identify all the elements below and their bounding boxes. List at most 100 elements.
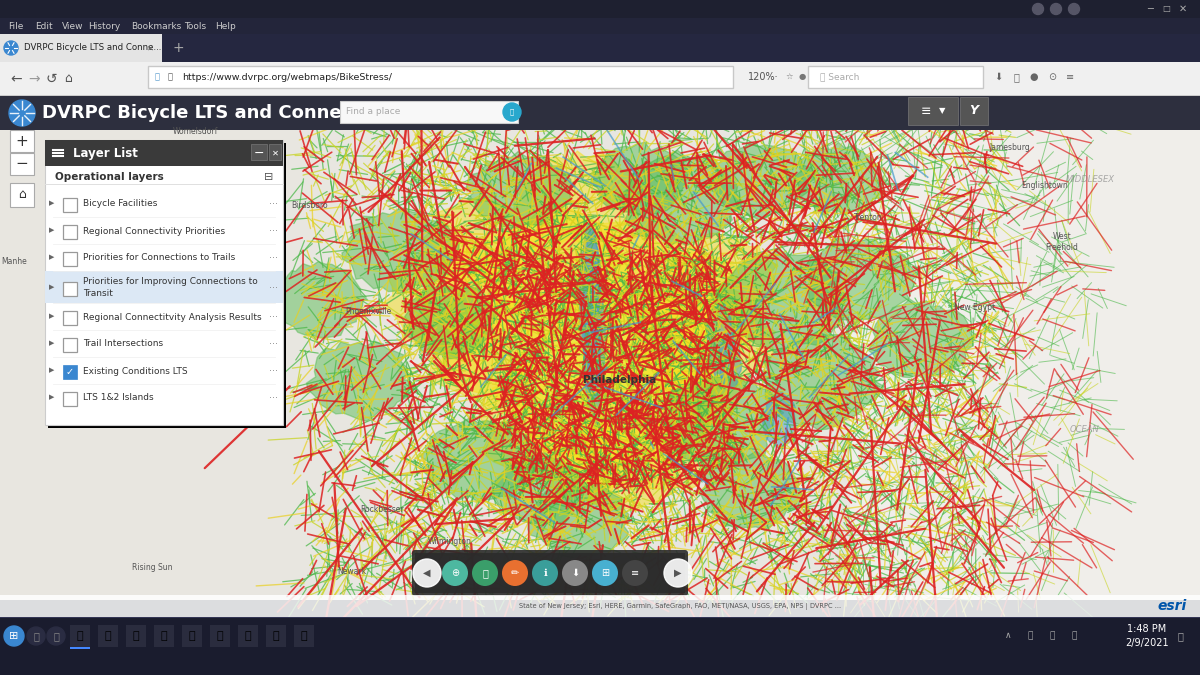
Text: ▶: ▶ [49, 313, 55, 319]
Text: 🦊: 🦊 [77, 631, 83, 641]
Ellipse shape [502, 560, 528, 586]
Text: ●: ● [1030, 72, 1038, 82]
Ellipse shape [562, 560, 588, 586]
Circle shape [4, 626, 24, 646]
Text: ≡: ≡ [1066, 72, 1074, 82]
Circle shape [503, 103, 521, 121]
Polygon shape [527, 353, 620, 429]
Text: ☆: ☆ [785, 72, 792, 82]
Text: 🖼: 🖼 [245, 631, 251, 641]
Text: ─: ─ [1147, 4, 1153, 14]
Bar [64, 282, 77, 296]
Text: Phoenixville: Phoenixville [344, 308, 391, 317]
Text: ···: ··· [269, 366, 277, 376]
Text: ···: ··· [269, 283, 277, 293]
Text: Wilmington: Wilmington [428, 537, 472, 545]
Text: 📁: 📁 [133, 631, 139, 641]
Text: esri: esri [1157, 599, 1187, 613]
Bar [98, 625, 118, 647]
Text: 🖨: 🖨 [482, 568, 488, 578]
Bar [10, 183, 34, 207]
Polygon shape [404, 286, 497, 358]
Text: 🔋: 🔋 [1072, 632, 1076, 641]
Bar [64, 392, 77, 406]
Text: Regional Connectitvity Analysis Results: Regional Connectitvity Analysis Results [83, 313, 262, 321]
Polygon shape [613, 326, 748, 432]
Text: 💬: 💬 [104, 631, 112, 641]
Polygon shape [466, 151, 571, 227]
Text: Priorities for Connections to Trails: Priorities for Connections to Trails [83, 254, 235, 263]
Polygon shape [512, 284, 733, 472]
Polygon shape [553, 408, 686, 511]
Polygon shape [578, 223, 601, 374]
Circle shape [413, 559, 442, 587]
Ellipse shape [472, 560, 498, 586]
Text: Transit: Transit [83, 290, 113, 298]
Polygon shape [538, 320, 640, 404]
Polygon shape [306, 342, 413, 421]
Polygon shape [382, 242, 535, 355]
Bar [64, 225, 77, 239]
Bar [126, 625, 146, 647]
Text: 🔍 Search: 🔍 Search [820, 72, 859, 82]
Bar [0, 617, 1200, 675]
Text: ···: ··· [768, 72, 779, 82]
Bar [162, 68, 180, 86]
Bar [64, 252, 77, 266]
Bar [48, 143, 286, 428]
Text: Layer List: Layer List [73, 146, 138, 159]
Text: 📋: 📋 [272, 631, 280, 641]
Text: ▶: ▶ [49, 284, 55, 290]
Bar [850, 96, 1200, 600]
Text: ℹ: ℹ [544, 568, 547, 578]
Text: ←: ← [10, 72, 22, 86]
Text: ⊕: ⊕ [451, 568, 460, 578]
Text: 🔔: 🔔 [1177, 631, 1183, 641]
Bar [415, 553, 685, 593]
Circle shape [1032, 3, 1044, 14]
Polygon shape [708, 144, 814, 219]
Text: ···: ··· [269, 253, 277, 263]
Text: +: + [172, 41, 184, 55]
Text: DVRPC Bicycle LTS and Connectivity Analysis: DVRPC Bicycle LTS and Connectivity Analy… [42, 104, 496, 122]
Bar [64, 338, 77, 352]
Text: ⧉: ⧉ [53, 631, 59, 641]
Polygon shape [584, 255, 606, 425]
Polygon shape [758, 332, 884, 430]
Text: 🛡: 🛡 [155, 72, 160, 82]
Polygon shape [491, 453, 587, 524]
Text: ✕: ✕ [146, 43, 154, 53]
Text: ···: ··· [269, 312, 277, 322]
Text: 📊: 📊 [188, 631, 196, 641]
Polygon shape [479, 364, 624, 480]
Polygon shape [272, 262, 368, 338]
Text: Tools: Tools [184, 22, 205, 31]
Polygon shape [518, 310, 593, 372]
Text: ▶: ▶ [674, 568, 682, 578]
Ellipse shape [622, 560, 648, 586]
Text: ▶: ▶ [49, 200, 55, 206]
Text: Y: Y [970, 105, 978, 117]
Bar [154, 625, 174, 647]
Bar [251, 144, 266, 160]
Text: ⬇: ⬇ [571, 568, 580, 578]
Polygon shape [590, 142, 688, 215]
Text: Englishtown: Englishtown [1021, 182, 1068, 190]
Bar [210, 625, 230, 647]
Polygon shape [660, 373, 784, 468]
Bar [0, 96, 1200, 600]
Text: View: View [61, 22, 83, 31]
Bar [0, 34, 162, 62]
Text: State of New Jersey; Esri, HERE, Garmin, SafeGraph, FAO, METI/NASA, USGS, EPA, N: State of New Jersey; Esri, HERE, Garmin,… [518, 603, 841, 610]
Text: ▼: ▼ [938, 107, 946, 115]
Polygon shape [719, 329, 742, 390]
Ellipse shape [592, 560, 618, 586]
Polygon shape [661, 233, 776, 328]
Polygon shape [568, 305, 652, 373]
Circle shape [4, 41, 18, 55]
Ellipse shape [532, 560, 558, 586]
Text: Womelsdorf: Womelsdorf [173, 128, 217, 136]
Text: Bookmarks: Bookmarks [131, 22, 181, 31]
Text: 120%: 120% [748, 72, 775, 82]
Text: ···: ··· [269, 393, 277, 403]
